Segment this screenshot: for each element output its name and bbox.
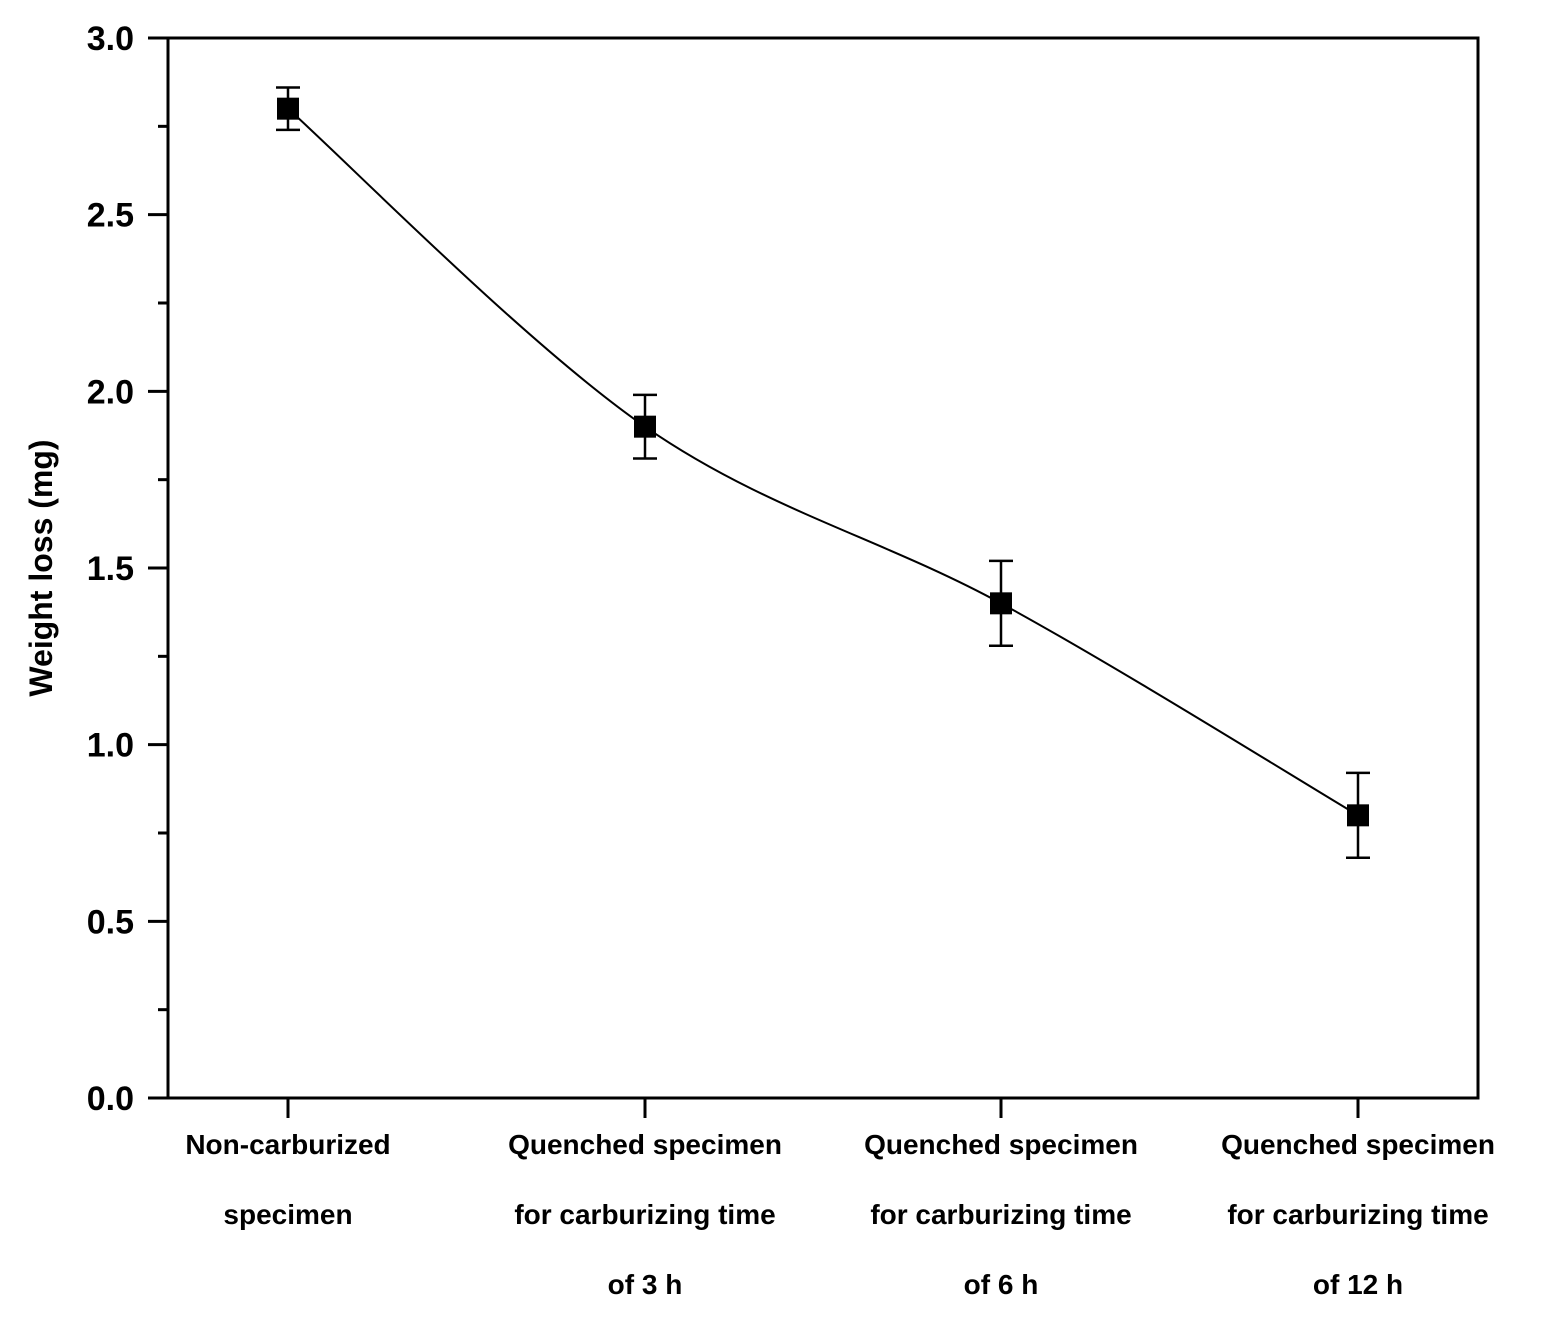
x-axis-ticks xyxy=(286,1098,1360,1118)
y-axis-ticks xyxy=(148,36,168,1100)
y-tick-label: 2.0 xyxy=(87,373,134,411)
x-axis-category-labels: Non-carburized specimen Quenched specimen f… xyxy=(185,1129,1495,1300)
series-line xyxy=(287,107,1359,817)
data-point-marker xyxy=(990,592,1012,615)
data-point-marker xyxy=(277,97,299,120)
x-category-label: of 3 h xyxy=(608,1269,683,1300)
x-category-label: specimen xyxy=(223,1199,352,1230)
y-tick-label: 3.0 xyxy=(87,20,134,58)
x-category-label: for carburizing time xyxy=(514,1199,775,1230)
data-point-marker xyxy=(1347,804,1369,827)
y-tick-label: 2.5 xyxy=(87,197,134,235)
x-category-label: for carburizing time xyxy=(1227,1199,1488,1230)
y-tick-label: 1.0 xyxy=(87,727,134,765)
x-category-label: of 6 h xyxy=(964,1269,1039,1300)
y-tick-label: 0.5 xyxy=(87,903,134,941)
x-category-label: Quenched specimen xyxy=(508,1129,782,1160)
x-category-label: of 12 h xyxy=(1313,1269,1403,1300)
y-axis-tick-labels: 0.0 0.5 1.0 1.5 2.0 2.5 3.0 xyxy=(87,20,134,1118)
x-category-label: for carburizing time xyxy=(870,1199,1131,1230)
series-layer xyxy=(276,86,1370,859)
plot-area-frame xyxy=(166,36,1480,1100)
y-axis-title: Weight loss (mg) xyxy=(23,439,59,696)
x-category-label: Non-carburized xyxy=(185,1129,390,1160)
data-point-marker xyxy=(634,415,656,438)
y-tick-label: 0.0 xyxy=(87,1080,134,1118)
x-category-label: Quenched specimen xyxy=(1221,1129,1495,1160)
x-category-label: Quenched specimen xyxy=(864,1129,1138,1160)
y-tick-label: 1.5 xyxy=(87,550,134,588)
